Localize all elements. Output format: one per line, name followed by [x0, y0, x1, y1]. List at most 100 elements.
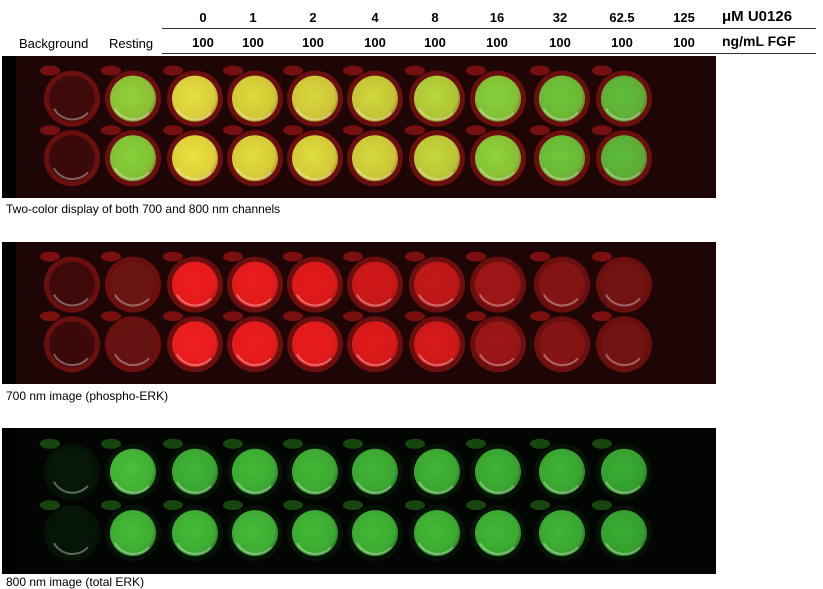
well	[49, 261, 95, 308]
well-highlight	[479, 481, 515, 494]
plate-reflection	[343, 251, 363, 262]
well-highlight	[296, 108, 332, 121]
well	[49, 448, 95, 495]
well-highlight	[114, 108, 150, 121]
well	[414, 510, 460, 557]
plate-reflection	[405, 500, 425, 511]
well	[539, 135, 585, 182]
well-highlight	[418, 294, 454, 307]
well-highlight	[418, 353, 454, 367]
plate-reflection	[343, 311, 363, 322]
well-highlight	[356, 108, 392, 121]
well	[232, 448, 278, 495]
concentration-label: 0	[199, 10, 207, 25]
fgf-amount-label: 100	[364, 35, 386, 50]
well-highlight	[418, 481, 454, 494]
well-highlight	[114, 353, 150, 367]
well-highlight	[605, 353, 641, 367]
plate-reflection	[405, 438, 425, 449]
well	[414, 261, 460, 308]
well-highlight	[543, 542, 579, 556]
well	[475, 261, 521, 308]
well	[352, 261, 398, 308]
well-highlight	[543, 294, 579, 307]
well-highlight	[605, 481, 641, 494]
well-highlight	[479, 167, 515, 181]
well-highlight	[296, 167, 332, 181]
well-highlight	[296, 294, 332, 307]
well-highlight	[543, 481, 579, 494]
well	[172, 510, 218, 557]
fgf-amount-label: 100	[424, 35, 446, 50]
plate-reflection	[343, 125, 363, 136]
header-divider-top	[162, 28, 816, 29]
plate-edge	[2, 242, 16, 384]
well	[110, 261, 156, 308]
plate-reflection	[101, 125, 121, 136]
well-highlight	[479, 542, 515, 556]
plate-reflection	[343, 500, 363, 511]
plate-reflection	[466, 438, 486, 449]
well-highlight	[418, 167, 454, 181]
plate-reflection	[163, 311, 183, 322]
concentration-label: 62.5	[609, 10, 635, 25]
well	[292, 321, 338, 368]
well-highlight	[418, 108, 454, 121]
well-highlight	[356, 542, 392, 556]
plate-reflection	[405, 125, 425, 136]
plate-reflection	[223, 125, 243, 136]
well	[110, 448, 156, 495]
plate-reflection	[101, 65, 121, 76]
total-erk-panel	[2, 428, 716, 574]
well	[110, 75, 156, 122]
well-highlight	[605, 108, 641, 121]
well	[172, 75, 218, 122]
well-highlight	[176, 481, 212, 494]
plate-reflection	[163, 438, 183, 449]
well-highlight	[605, 542, 641, 556]
well-highlight	[236, 167, 272, 181]
well-highlight	[53, 294, 89, 307]
well	[172, 448, 218, 495]
well-highlight	[543, 108, 579, 121]
well-highlight	[236, 353, 272, 367]
well	[601, 75, 647, 122]
plate-reflection	[163, 65, 183, 76]
well	[475, 75, 521, 122]
total-erk-well-image	[2, 428, 716, 574]
well	[539, 261, 585, 308]
plate-reflection	[405, 65, 425, 76]
well-highlight	[53, 353, 89, 367]
phospho-erk-well-image	[2, 242, 716, 384]
well-highlight	[605, 167, 641, 181]
well	[49, 135, 95, 182]
fgf-unit-label: ng/mL FGF	[722, 33, 796, 49]
plate-reflection	[283, 438, 303, 449]
well	[292, 510, 338, 557]
well-highlight	[53, 542, 89, 556]
well	[232, 261, 278, 308]
well	[475, 135, 521, 182]
well-highlight	[53, 481, 89, 494]
well-highlight	[53, 167, 89, 181]
well	[539, 321, 585, 368]
plate-reflection	[223, 65, 243, 76]
fgf-amount-label: 100	[192, 35, 214, 50]
well-highlight	[356, 294, 392, 307]
well-highlight	[418, 542, 454, 556]
well	[110, 135, 156, 182]
well-highlight	[114, 294, 150, 307]
fgf-amount-label: 100	[673, 35, 695, 50]
plate-reflection	[530, 438, 550, 449]
plate-reflection	[101, 500, 121, 511]
fgf-amount-label: 100	[611, 35, 633, 50]
well	[232, 75, 278, 122]
total-erk-caption: 800 nm image (total ERK)	[6, 575, 145, 589]
well-highlight	[114, 481, 150, 494]
well	[414, 321, 460, 368]
well	[49, 75, 95, 122]
plate-reflection	[40, 125, 60, 136]
well	[232, 510, 278, 557]
plate-reflection	[530, 65, 550, 76]
well-highlight	[543, 353, 579, 367]
